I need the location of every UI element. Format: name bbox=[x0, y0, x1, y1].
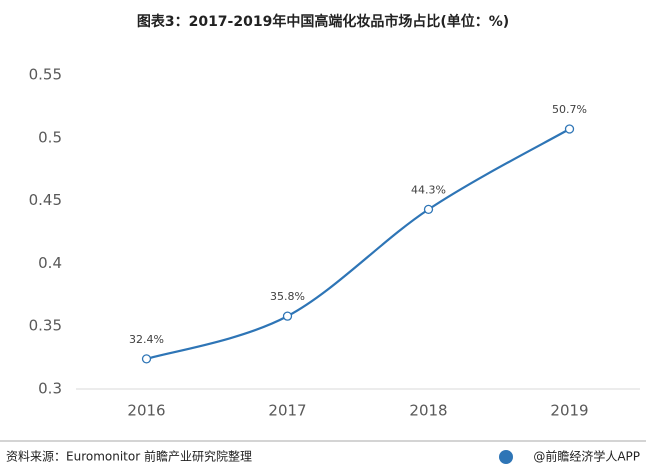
y-tick-label: 0.4 bbox=[38, 254, 62, 272]
y-tick-label: 0.35 bbox=[29, 317, 62, 335]
chart-title: 图表3：2017-2019年中国高端化妆品市场占比(单位：%) bbox=[137, 13, 509, 30]
data-point bbox=[141, 354, 152, 364]
value-label: 35.8% bbox=[270, 290, 305, 303]
x-tick-label: 2017 bbox=[268, 402, 306, 420]
x-tick-label: 2018 bbox=[409, 402, 447, 420]
brand-label: @前瞻经济学人APP bbox=[533, 449, 640, 464]
y-tick-label: 0.5 bbox=[38, 128, 62, 146]
y-tick-label: 0.45 bbox=[29, 191, 62, 209]
source-note: 资料来源：Euromonitor 前瞻产业研究院整理 bbox=[6, 449, 252, 464]
x-tick-label: 2016 bbox=[127, 402, 165, 420]
value-label: 44.3% bbox=[411, 183, 446, 196]
data-point bbox=[564, 124, 575, 134]
value-label: 50.7% bbox=[552, 103, 587, 116]
y-tick-label: 0.55 bbox=[29, 66, 62, 84]
y-tick-label: 0.3 bbox=[38, 380, 62, 398]
data-point bbox=[282, 311, 293, 321]
data-point bbox=[423, 204, 434, 215]
value-label: 32.4% bbox=[129, 333, 164, 346]
x-tick-label: 2019 bbox=[550, 402, 588, 420]
brand-logo bbox=[499, 450, 513, 464]
series-line bbox=[146, 128, 571, 360]
